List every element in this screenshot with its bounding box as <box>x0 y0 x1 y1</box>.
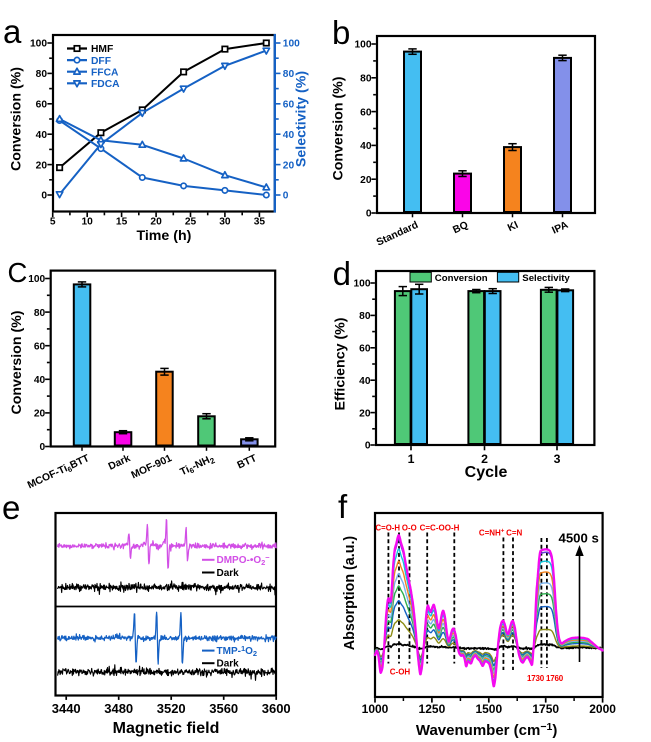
svg-text:0: 0 <box>365 441 371 452</box>
svg-text:30: 30 <box>219 217 231 228</box>
svg-text:20: 20 <box>36 160 48 171</box>
svg-text:5: 5 <box>50 217 56 228</box>
svg-text:20: 20 <box>34 409 46 420</box>
svg-text:20: 20 <box>283 160 295 171</box>
svg-text:100: 100 <box>283 39 300 50</box>
svg-text:C: C <box>8 257 28 288</box>
svg-text:100: 100 <box>28 274 45 285</box>
svg-text:15: 15 <box>116 217 128 228</box>
svg-text:Dark: Dark <box>217 568 240 579</box>
svg-text:0: 0 <box>41 191 47 202</box>
svg-text:60: 60 <box>34 341 46 352</box>
svg-text:100: 100 <box>355 40 372 51</box>
svg-text:C-OH: C-OH <box>390 668 411 677</box>
svg-text:10: 10 <box>82 217 94 228</box>
svg-text:4500 s: 4500 s <box>559 531 599 546</box>
svg-text:3480: 3480 <box>104 701 133 716</box>
svg-text:TMP-1O2: TMP-1O2 <box>217 644 258 658</box>
svg-text:3600: 3600 <box>262 701 291 716</box>
svg-text:Dark: Dark <box>217 659 240 670</box>
svg-text:Wavenumber (cm−1): Wavenumber (cm−1) <box>416 721 557 739</box>
svg-text:3520: 3520 <box>157 701 186 716</box>
svg-text:40: 40 <box>36 130 48 141</box>
svg-text:1: 1 <box>408 452 415 466</box>
svg-text:80: 80 <box>360 74 372 85</box>
svg-text:40: 40 <box>283 130 295 141</box>
svg-text:Selectivity (%): Selectivity (%) <box>294 71 310 167</box>
svg-text:Selectivity: Selectivity <box>522 273 570 284</box>
svg-text:100: 100 <box>30 39 47 50</box>
svg-text:a: a <box>3 13 22 50</box>
svg-text:1730 1760: 1730 1760 <box>527 674 564 683</box>
svg-text:O-O: O-O <box>402 524 417 533</box>
svg-text:25: 25 <box>185 217 197 228</box>
svg-text:Conversion (%): Conversion (%) <box>9 310 25 414</box>
svg-text:3: 3 <box>554 452 561 466</box>
svg-text:80: 80 <box>359 311 371 322</box>
svg-text:Efficiency (%): Efficiency (%) <box>333 317 349 410</box>
svg-text:60: 60 <box>360 107 372 118</box>
svg-text:Cycle: Cycle <box>465 464 508 481</box>
svg-text:35: 35 <box>254 217 266 228</box>
svg-text:DFF: DFF <box>91 56 111 67</box>
svg-text:60: 60 <box>359 344 371 355</box>
svg-text:b: b <box>332 14 350 51</box>
svg-text:f: f <box>338 488 348 525</box>
svg-text:1250: 1250 <box>419 702 446 716</box>
svg-text:C=N: C=N <box>506 529 522 538</box>
svg-text:FDCA: FDCA <box>91 79 120 90</box>
svg-text:e: e <box>2 489 20 526</box>
svg-text:C=O-H: C=O-H <box>376 524 401 533</box>
svg-text:60: 60 <box>36 100 48 111</box>
svg-text:Conversion (%): Conversion (%) <box>331 76 347 180</box>
svg-text:3440: 3440 <box>52 701 81 716</box>
svg-text:2000: 2000 <box>589 702 616 716</box>
svg-text:Absorption (a.u.): Absorption (a.u.) <box>342 536 358 651</box>
svg-text:100: 100 <box>354 279 371 290</box>
svg-text:Magnetic field: Magnetic field <box>113 720 220 737</box>
svg-text:1000: 1000 <box>362 702 389 716</box>
svg-text:40: 40 <box>34 375 46 386</box>
svg-text:Conversion: Conversion <box>435 273 488 284</box>
svg-text:HMF: HMF <box>91 44 113 55</box>
svg-text:20: 20 <box>359 408 371 419</box>
svg-text:C=C-OO-H: C=C-OO-H <box>420 524 460 533</box>
svg-text:3560: 3560 <box>209 701 238 716</box>
svg-text:80: 80 <box>36 69 48 80</box>
svg-text:80: 80 <box>283 69 295 80</box>
svg-text:40: 40 <box>360 141 372 152</box>
svg-text:FFCA: FFCA <box>91 67 119 78</box>
svg-text:KI: KI <box>506 220 520 234</box>
svg-text:Time (h): Time (h) <box>136 228 191 244</box>
svg-text:0: 0 <box>366 209 372 220</box>
svg-text:Conversion (%): Conversion (%) <box>9 67 25 171</box>
svg-text:40: 40 <box>359 376 371 387</box>
svg-text:DMPO-•O2−: DMPO-•O2− <box>217 553 271 567</box>
svg-text:60: 60 <box>283 100 295 111</box>
svg-text:C=NH+: C=NH+ <box>479 529 505 538</box>
svg-text:2: 2 <box>481 452 488 466</box>
svg-text:20: 20 <box>150 217 162 228</box>
svg-text:0: 0 <box>40 442 46 453</box>
svg-text:0: 0 <box>283 191 289 202</box>
svg-text:1750: 1750 <box>532 702 559 716</box>
svg-text:80: 80 <box>34 308 46 319</box>
svg-text:20: 20 <box>360 175 372 186</box>
svg-text:1500: 1500 <box>475 702 502 716</box>
svg-text:d: d <box>333 255 351 292</box>
